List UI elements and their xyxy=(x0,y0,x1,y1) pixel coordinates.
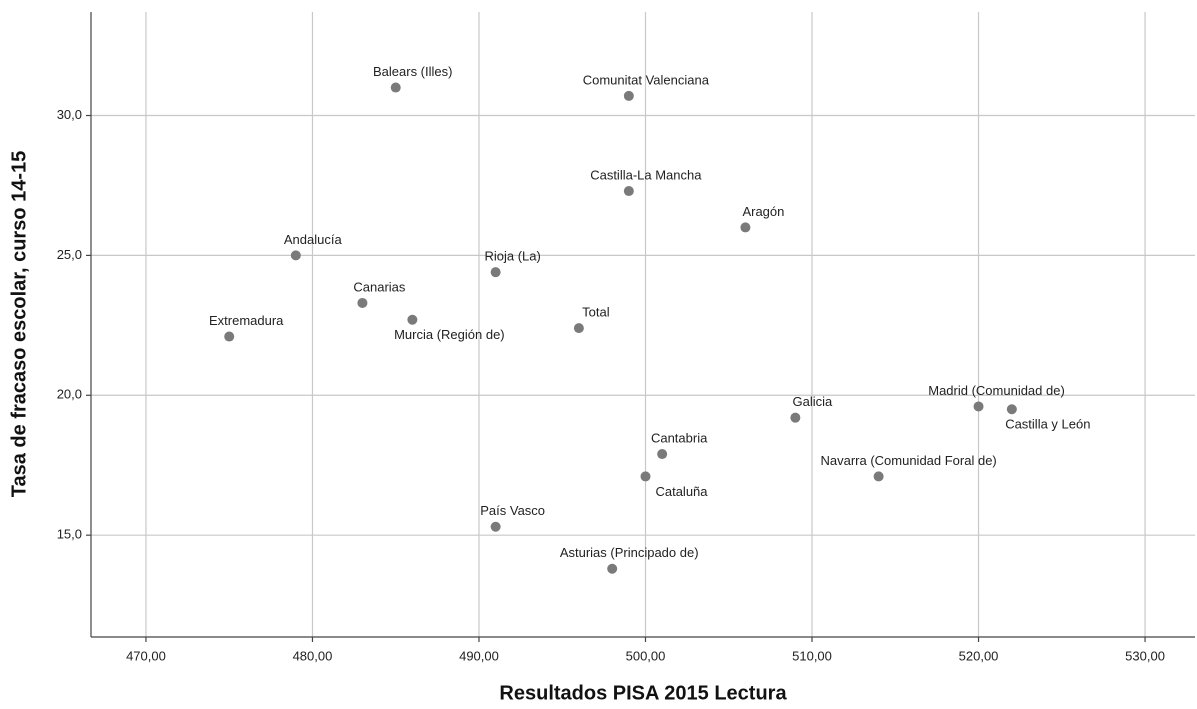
point xyxy=(873,471,884,482)
x-tick-label: 500,00 xyxy=(626,648,666,663)
point xyxy=(490,521,501,532)
y-axis-title: Tasa de fracaso escolar, curso 14-15 xyxy=(8,151,30,498)
x-tick-label: 490,00 xyxy=(459,648,499,663)
y-tick-label: 20,0 xyxy=(57,387,82,402)
x-tick-label: 510,00 xyxy=(792,648,832,663)
point xyxy=(357,297,368,308)
point xyxy=(390,82,401,93)
point-label: Extremadura xyxy=(209,313,284,328)
point-label: Andalucía xyxy=(284,232,343,247)
point-label: Castilla-La Mancha xyxy=(590,167,702,182)
point-label: Murcia (Región de) xyxy=(394,327,505,342)
point-label: País Vasco xyxy=(480,503,545,518)
point xyxy=(490,267,501,278)
point xyxy=(640,471,651,482)
point xyxy=(573,323,584,334)
point xyxy=(290,250,301,261)
point xyxy=(607,563,618,574)
point xyxy=(973,401,984,412)
x-tick-label: 470,00 xyxy=(126,648,166,663)
point-label: Total xyxy=(582,305,610,320)
point-label: Balears (Illes) xyxy=(373,64,452,79)
point-label: Asturias (Principado de) xyxy=(560,545,699,560)
point-label: Navarra (Comunidad Foral de) xyxy=(820,453,996,468)
x-tick-label: 520,00 xyxy=(959,648,999,663)
point-label: Castilla y León xyxy=(1005,417,1090,432)
point xyxy=(790,412,801,423)
x-tick-label: 480,00 xyxy=(293,648,333,663)
x-tick-label: 530,00 xyxy=(1125,648,1165,663)
point-label: Madrid (Comunidad de) xyxy=(928,383,1065,398)
point xyxy=(224,331,235,342)
y-tick-label: 30,0 xyxy=(57,107,82,122)
point-label: Aragón xyxy=(742,204,784,219)
point-label: Cataluña xyxy=(655,484,708,499)
point-label: Canarias xyxy=(353,279,406,294)
point xyxy=(407,314,418,325)
point-label: Comunitat Valenciana xyxy=(583,72,710,87)
point xyxy=(740,222,751,233)
x-axis-title: Resultados PISA 2015 Lectura xyxy=(499,682,787,704)
point-label: Cantabria xyxy=(651,430,708,445)
point xyxy=(623,90,634,101)
point xyxy=(1006,404,1017,415)
y-tick-label: 15,0 xyxy=(57,527,82,542)
point xyxy=(623,186,634,197)
point-label: Galicia xyxy=(792,394,833,409)
point xyxy=(657,449,668,460)
y-tick-label: 25,0 xyxy=(57,247,82,262)
point-label: Rioja (La) xyxy=(484,249,540,264)
